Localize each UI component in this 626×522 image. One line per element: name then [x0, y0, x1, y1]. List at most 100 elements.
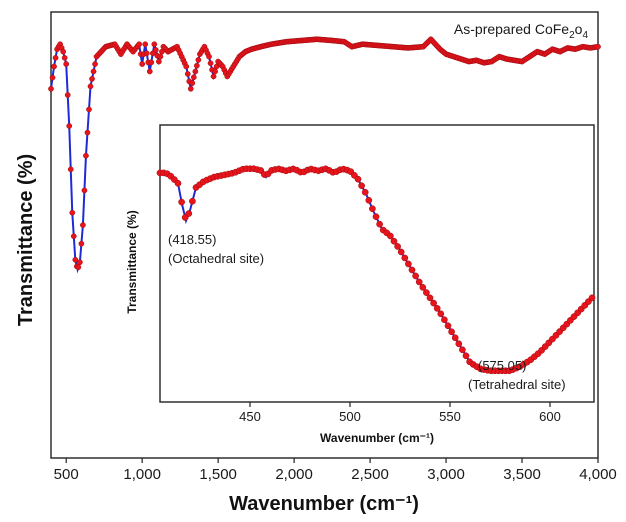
- main-x-axis-title: Wavenumber (cm⁻¹): [229, 493, 419, 515]
- main-x-tick-label: 1,000: [123, 466, 161, 483]
- main-data-point: [51, 63, 57, 70]
- main-data-point: [83, 152, 89, 159]
- inset-x-tick-label: 550: [439, 409, 461, 424]
- inset-data-point: [455, 340, 463, 348]
- main-data-point: [63, 61, 70, 67]
- inset-data-point: [369, 205, 376, 213]
- main-data-point: [87, 83, 94, 90]
- main-data-point: [152, 47, 159, 53]
- inset-data-point: [372, 213, 380, 220]
- main-data-point: [136, 41, 142, 48]
- main-data-point: [81, 187, 88, 194]
- main-data-point: [75, 264, 82, 271]
- inset-data-point: [405, 260, 412, 268]
- main-data-point: [212, 68, 218, 75]
- inset-series: [156, 165, 596, 375]
- inset-x-axis-title: Wavenumber (cm⁻¹): [320, 431, 434, 445]
- inset-data-point: [419, 284, 427, 291]
- tetrahedral-value-label: (575.05): [478, 358, 526, 373]
- main-x-ticks: 500 1,000 1,500 2,000 2,500 3,000 3,500 4,000: [54, 458, 617, 483]
- main-chart: 500 1,000 1,500 2,000 2,500 3,000 3,500 4,000 A…: [15, 11, 617, 515]
- main-data-point: [89, 76, 95, 82]
- main-data-point: [48, 85, 54, 92]
- inset-y-axis-title: Transmittance (%): [125, 210, 139, 313]
- main-data-point: [80, 222, 86, 228]
- main-data-point: [184, 71, 191, 77]
- inset-data-point: [401, 254, 409, 262]
- main-data-point: [86, 106, 92, 113]
- main-data-point: [595, 43, 601, 50]
- inset-data-point: [441, 316, 448, 324]
- main-data-point: [61, 54, 68, 61]
- inset-data-point: [448, 328, 455, 336]
- main-data-point: [210, 73, 217, 80]
- inset-data-point: [174, 179, 182, 187]
- inset-data-point: [387, 232, 394, 240]
- inset-data-point: [451, 334, 459, 342]
- main-data-point: [72, 256, 79, 263]
- main-x-tick-label: 3,000: [427, 466, 465, 483]
- main-data-point: [156, 58, 162, 65]
- main-data-point: [148, 59, 155, 66]
- inset-data-point: [462, 352, 470, 360]
- inset-chart: 450 500 550 600 (418.55) (Octahedral site) …: [125, 124, 596, 445]
- inset-data-point: [412, 272, 419, 280]
- inset-x-tick-label: 600: [539, 409, 561, 424]
- main-data-point: [207, 60, 214, 67]
- main-data-point: [77, 259, 83, 266]
- main-data-point: [195, 57, 202, 63]
- inset-data-point: [361, 188, 369, 196]
- main-y-axis-title: Transmittance (%): [15, 154, 37, 326]
- main-data-point: [206, 53, 212, 60]
- main-data-point: [192, 68, 199, 75]
- main-data-point: [69, 209, 76, 216]
- main-data-point: [139, 61, 146, 67]
- inset-data-point: [390, 237, 398, 245]
- main-data-point: [183, 63, 190, 70]
- inset-data-point: [433, 305, 441, 312]
- inset-data-point: [426, 294, 434, 302]
- inset-data-point: [185, 210, 193, 217]
- main-data-point: [67, 166, 74, 173]
- inset-data-point: [415, 278, 423, 286]
- inset-x-tick-label: 450: [239, 409, 261, 424]
- main-plot-frame: [50, 11, 599, 459]
- main-data-point: [49, 74, 56, 81]
- main-x-tick-label: 3,500: [503, 466, 541, 483]
- inset-data-point: [459, 346, 466, 354]
- inset-x-ticks: 450 500 550 600: [239, 402, 561, 424]
- octahedral-value-label: (418.55): [168, 232, 216, 247]
- main-data-point: [66, 123, 73, 129]
- main-data-point: [64, 92, 71, 98]
- inset-data-point: [178, 198, 185, 206]
- inset-data-point: [358, 182, 365, 190]
- main-data-point: [143, 50, 150, 57]
- inset-data-point: [376, 220, 383, 228]
- inset-data-point: [189, 197, 196, 205]
- inset-data-point: [394, 243, 401, 250]
- main-x-tick-label: 2,500: [351, 466, 389, 483]
- main-x-tick-label: 4,000: [579, 466, 617, 483]
- main-data-point: [142, 41, 149, 48]
- inset-data-point: [588, 294, 596, 302]
- octahedral-site-label: (Octahedral site): [168, 251, 264, 266]
- main-data-point: [92, 61, 98, 67]
- inset-data-point: [444, 322, 452, 330]
- tetrahedral-site-label: (Tetrahedral site): [468, 377, 566, 392]
- main-data-point: [70, 233, 77, 240]
- inset-data-point: [354, 175, 362, 183]
- inset-data-point: [430, 299, 437, 307]
- main-x-tick-label: 1,500: [199, 466, 237, 483]
- main-data-point: [194, 62, 200, 69]
- main-data-point: [90, 68, 97, 75]
- main-data-point: [157, 53, 164, 60]
- inset-data-point: [437, 310, 445, 318]
- main-data-point: [146, 68, 153, 75]
- main-data-point: [190, 74, 197, 81]
- main-data-point: [151, 41, 158, 48]
- sample-annotation: As-prepared CoFe2o4: [454, 21, 589, 41]
- main-series: [48, 36, 601, 274]
- inset-data-point: [423, 289, 430, 296]
- main-data-point: [78, 240, 85, 247]
